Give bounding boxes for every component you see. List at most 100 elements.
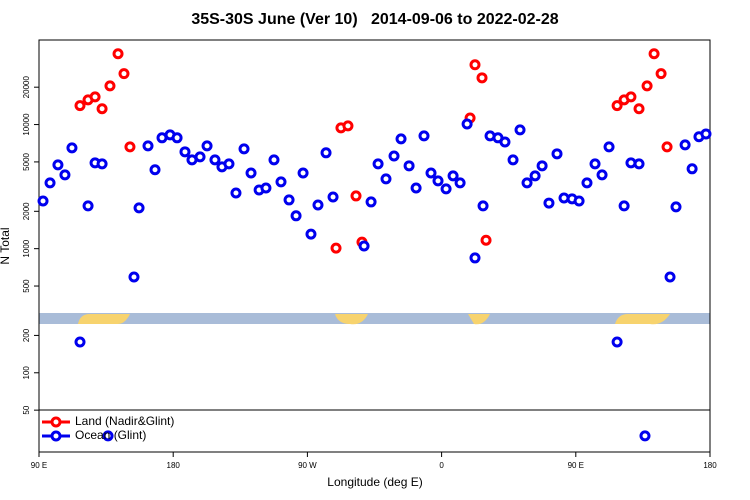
- point: [440, 183, 452, 195]
- point: [670, 201, 682, 213]
- x-tick-label: 90 E: [31, 461, 47, 470]
- plot-frame: [38, 39, 711, 453]
- point: [529, 170, 541, 182]
- point: [461, 118, 473, 130]
- point: [238, 143, 250, 155]
- point: [625, 91, 637, 103]
- y-tick-label: 200: [22, 328, 31, 342]
- point: [639, 430, 651, 442]
- point: [128, 271, 140, 283]
- point: [611, 336, 623, 348]
- point: [245, 167, 257, 179]
- point: [633, 158, 645, 170]
- x-axis-label: Longitude (deg E): [327, 475, 422, 489]
- y-tick-label: 1000: [22, 239, 31, 257]
- point: [89, 91, 101, 103]
- point: [179, 146, 191, 158]
- point: [499, 136, 511, 148]
- point: [230, 187, 242, 199]
- point: [480, 234, 492, 246]
- point: [96, 158, 108, 170]
- point: [581, 177, 593, 189]
- point: [82, 200, 94, 212]
- point: [305, 228, 317, 240]
- point: [365, 196, 377, 208]
- point: [52, 159, 64, 171]
- point: [476, 72, 488, 84]
- point: [596, 169, 608, 181]
- x-tick-label: 0: [439, 461, 444, 470]
- point: [112, 48, 124, 60]
- y-tick-label: 20000: [22, 76, 31, 99]
- point: [96, 103, 108, 115]
- point: [536, 160, 548, 172]
- point: [388, 150, 400, 162]
- point: [350, 190, 362, 202]
- point: [447, 170, 459, 182]
- point: [312, 199, 324, 211]
- point: [469, 59, 481, 71]
- point: [209, 154, 221, 166]
- legend-label: Ocean (Glint): [75, 428, 146, 442]
- point: [514, 124, 526, 136]
- point: [223, 158, 235, 170]
- point: [418, 130, 430, 142]
- y-tick-label: 5000: [22, 152, 31, 170]
- point: [59, 169, 71, 181]
- point: [104, 80, 116, 92]
- point: [395, 133, 407, 145]
- legend-label: Land (Nadir&Glint): [75, 414, 174, 428]
- point: [664, 271, 676, 283]
- point: [425, 167, 437, 179]
- y-tick-label: 2000: [22, 202, 31, 220]
- point: [290, 210, 302, 222]
- y-tick-label: 100: [22, 366, 31, 380]
- point: [66, 142, 78, 154]
- y-tick-label: 500: [22, 279, 31, 293]
- x-tick-label: 90 E: [568, 461, 584, 470]
- point: [403, 160, 415, 172]
- legend-marker: [50, 430, 62, 442]
- point: [201, 140, 213, 152]
- point: [327, 191, 339, 203]
- y-axis-label: N Total: [0, 227, 12, 264]
- point: [618, 200, 630, 212]
- x-tick-label: 180: [167, 461, 181, 470]
- point: [149, 164, 161, 176]
- point: [589, 158, 601, 170]
- point: [268, 154, 280, 166]
- point: [194, 151, 206, 163]
- point: [477, 200, 489, 212]
- point: [37, 195, 49, 207]
- point: [118, 68, 130, 80]
- y-tick-label: 10000: [22, 113, 31, 136]
- point: [469, 252, 481, 264]
- point: [142, 140, 154, 152]
- point: [410, 182, 422, 194]
- point: [358, 240, 370, 252]
- point: [648, 48, 660, 60]
- point: [372, 158, 384, 170]
- point: [611, 100, 623, 112]
- legend-marker: [50, 416, 62, 428]
- point: [74, 336, 86, 348]
- point: [133, 202, 145, 214]
- point: [342, 120, 354, 132]
- point: [633, 103, 645, 115]
- x-tick-label: 180: [703, 461, 717, 470]
- point: [171, 132, 183, 144]
- point: [44, 177, 56, 189]
- point: [521, 177, 533, 189]
- point: [573, 195, 585, 207]
- point: [320, 147, 332, 159]
- x-tick-label: 90 W: [298, 461, 317, 470]
- point: [603, 141, 615, 153]
- chart-title: 35S-30S June (Ver 10) 2014-09-06 to 2022…: [191, 11, 558, 28]
- point: [641, 80, 653, 92]
- point: [700, 128, 712, 140]
- point: [507, 154, 519, 166]
- y-tick-label: 50: [22, 405, 31, 414]
- point: [102, 430, 114, 442]
- point: [74, 100, 86, 112]
